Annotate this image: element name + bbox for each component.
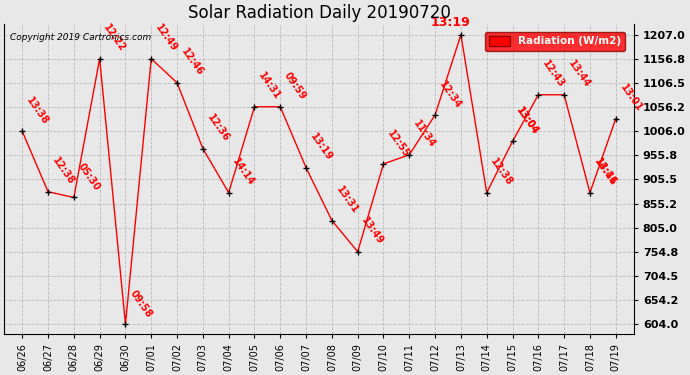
Text: 12:46: 12:46 [179, 47, 205, 78]
Text: 13:04: 13:04 [515, 105, 540, 136]
Text: 09:58: 09:58 [128, 288, 154, 320]
Text: 12:36: 12:36 [205, 112, 231, 144]
Text: 12:38: 12:38 [50, 156, 76, 187]
Text: 13:46: 13:46 [592, 157, 618, 188]
Text: 13:19: 13:19 [308, 132, 334, 163]
Legend: Radiation (W/m2): Radiation (W/m2) [485, 32, 625, 51]
Title: Solar Radiation Daily 20190720: Solar Radiation Daily 20190720 [188, 4, 451, 22]
Text: 13:01: 13:01 [618, 83, 644, 114]
Text: 12:34: 12:34 [437, 79, 463, 110]
Text: 09:59: 09:59 [282, 71, 308, 102]
Text: 05:30: 05:30 [76, 162, 102, 193]
Text: Copyright 2019 Cartronics.com: Copyright 2019 Cartronics.com [10, 33, 152, 42]
Text: 13:49: 13:49 [359, 216, 386, 247]
Text: 12:22: 12:22 [101, 23, 128, 54]
Text: 12:43: 12:43 [540, 59, 566, 90]
Text: 12:49: 12:49 [153, 23, 179, 54]
Text: 13:38: 13:38 [24, 95, 50, 126]
Text: 14:14: 14:14 [230, 157, 257, 188]
Text: 11:34: 11:34 [411, 119, 437, 150]
Text: 12:38: 12:38 [489, 157, 515, 188]
Text: 13:44: 13:44 [566, 59, 592, 90]
Text: 12:55: 12:55 [386, 128, 411, 159]
Text: 13:31: 13:31 [334, 184, 360, 216]
Text: 13:04: 13:04 [515, 105, 540, 136]
Text: 14:31: 14:31 [257, 71, 282, 102]
Text: 14:11: 14:11 [592, 157, 618, 188]
Text: 13:19: 13:19 [431, 16, 471, 29]
